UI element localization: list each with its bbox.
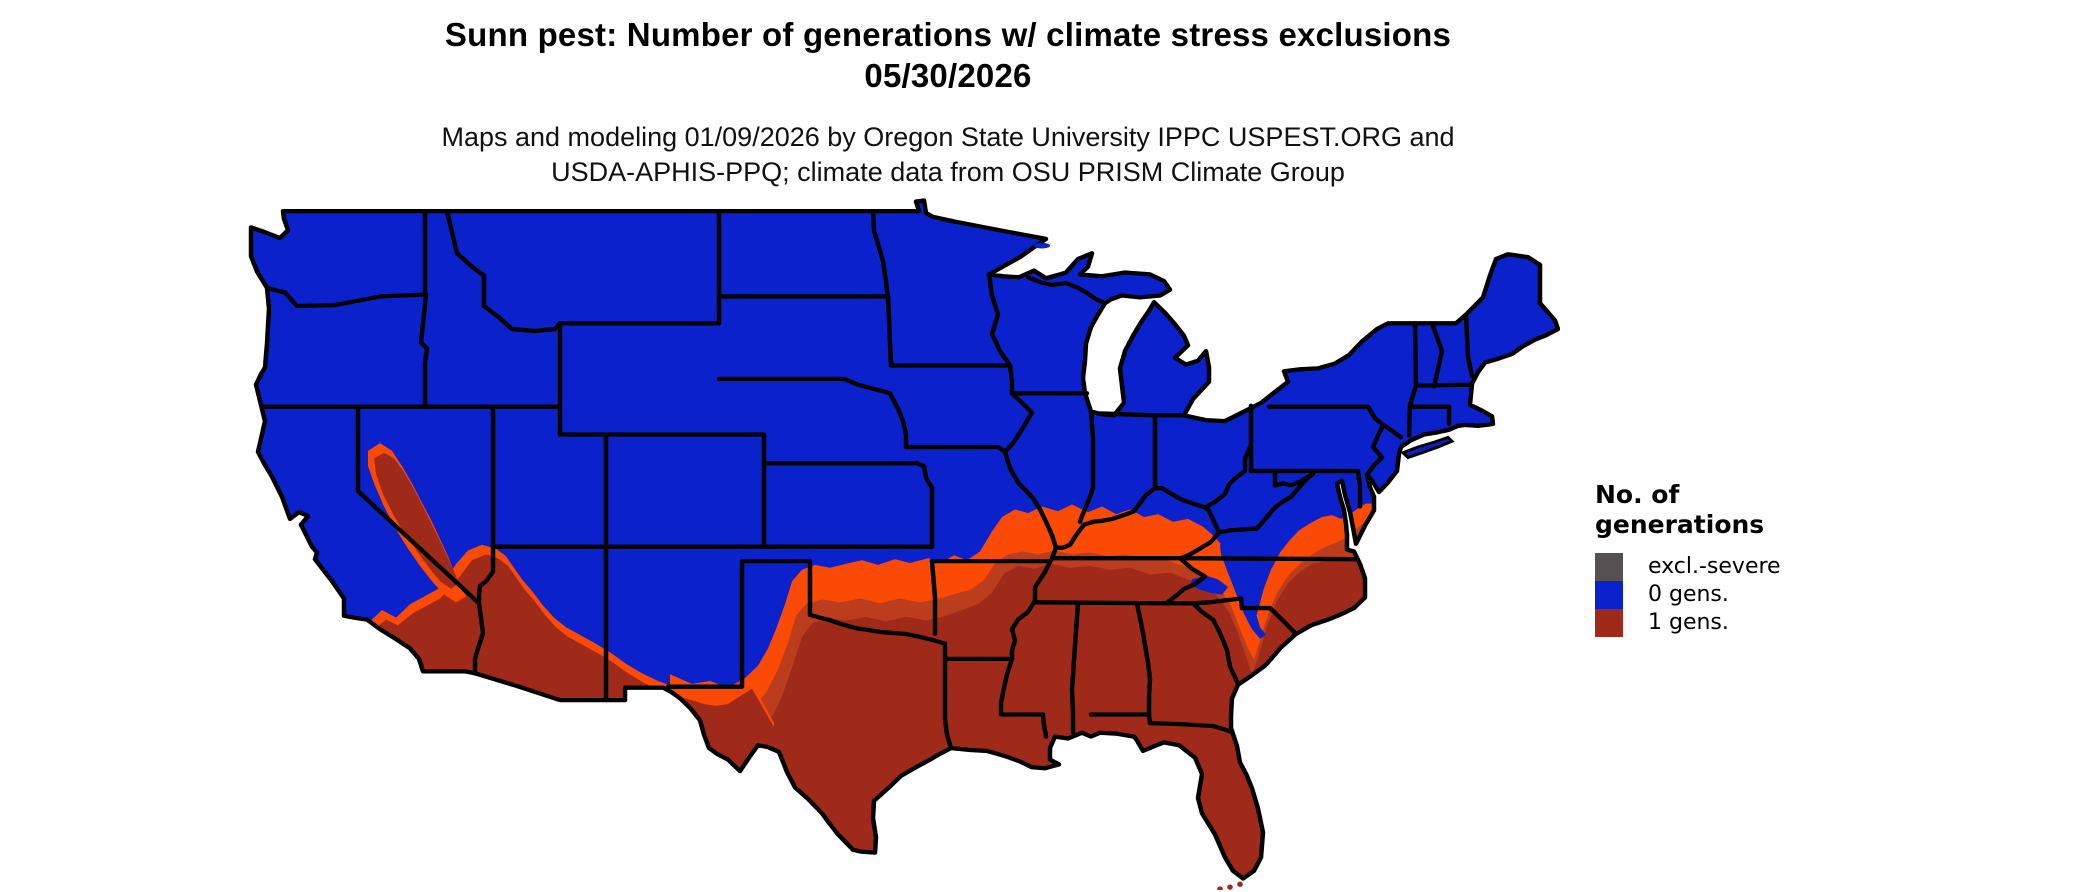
legend-row-zero-gens: 0 gens. [1595,581,1781,609]
florida-keys-dot [1237,881,1243,887]
legend-label-zero-gens: 0 gens. [1648,582,1729,607]
title-date: 05/30/2026 [864,57,1032,94]
us-map-svg [248,198,1560,890]
subtitle-line-1: Maps and modeling 01/09/2026 by Oregon S… [441,122,1455,152]
legend-items: excl.-severe 0 gens. 1 gens. [1595,553,1781,637]
isle-royale-dot [1034,242,1050,249]
legend-swatch-zero-gens [1595,581,1623,609]
fill-region-appalachian-blue-tongue [1220,540,1266,639]
legend-title-line-2: generations [1595,510,1765,539]
us-map [240,190,1560,890]
florida-keys-dot [1217,886,1223,890]
legend-row-excl-severe: excl.-severe [1595,553,1781,581]
map-fill-regions [251,200,1558,879]
legend-label-one-gen: 1 gens. [1648,610,1729,635]
channel-island-dot [447,645,455,653]
fill-region-central-valley-red [374,452,459,589]
channel-island-dot [432,633,440,641]
fill-region-west-red [360,554,774,812]
legend: No. of generations excl.-severe 0 gens. … [1595,480,1781,637]
legend-title-line-1: No. of [1595,480,1680,509]
florida-keys-dot [1227,884,1233,890]
legend-title: No. of generations [1595,480,1781,540]
islands [432,242,1243,890]
legend-row-one-gen: 1 gens. [1595,609,1781,637]
long-island [1400,435,1455,460]
page-title: Sunn pest: Number of generations w/ clim… [444,16,1452,53]
legend-label-excl-severe: excl.-severe [1648,554,1781,579]
subtitle-line-2: USDA-APHIS-PPQ; climate data from OSU PR… [551,157,1345,187]
legend-swatch-one-gen [1595,609,1623,637]
legend-swatch-excl-severe [1595,553,1623,581]
state-borders [260,208,1475,751]
